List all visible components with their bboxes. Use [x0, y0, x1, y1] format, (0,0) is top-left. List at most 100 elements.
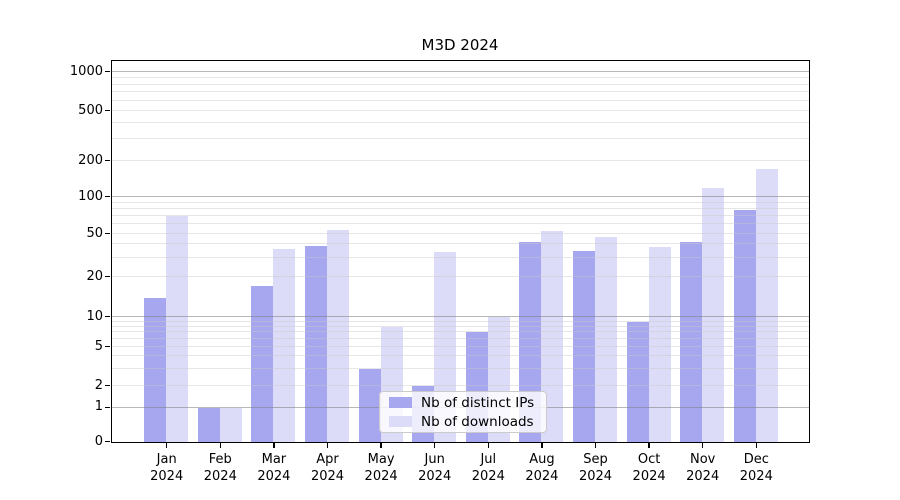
xtick-mark-jun [434, 443, 436, 448]
ytick-label-10: 10 [86, 308, 103, 324]
minor-gridline-80 [111, 207, 809, 209]
minor-gridline-200 [111, 160, 809, 161]
bar-downloads-mar [273, 249, 296, 442]
bar-distinct-ips-apr [305, 245, 327, 442]
bar-distinct-ips-oct [626, 321, 649, 442]
minor-gridline-7 [111, 331, 809, 333]
ytick-label-2: 2 [94, 377, 103, 393]
ytick-mark-1000 [105, 71, 110, 73]
bar-downloads-dec [755, 169, 778, 442]
xtick-mark-jan [166, 443, 168, 448]
minor-gridline-9 [111, 320, 809, 322]
xtick-mark-oct [648, 443, 650, 448]
xtick-label-jul: Jul 2024 [471, 452, 505, 484]
xtick-label-sep: Sep 2024 [578, 452, 613, 484]
minor-gridline-2 [111, 385, 809, 386]
legend-swatch-distinct-ips [389, 397, 412, 408]
ytick-mark-0 [105, 441, 110, 443]
legend-swatch-downloads [389, 416, 412, 427]
ytick-mark-20 [105, 276, 110, 278]
bar-downloads-aug [541, 230, 564, 442]
bar-distinct-ips-sep [573, 250, 595, 442]
minor-gridline-4 [111, 355, 809, 357]
ytick-label-500: 500 [78, 102, 103, 118]
minor-gridline-8 [111, 325, 809, 327]
ytick-label-0: 0 [94, 433, 103, 449]
ytick-label-20: 20 [86, 268, 103, 284]
minor-gridline-5 [111, 346, 809, 347]
major-gridline-10 [111, 316, 809, 317]
xtick-label-oct: Oct 2024 [632, 452, 666, 484]
bar-downloads-nov [702, 187, 725, 442]
xtick-label-nov: Nov 2024 [686, 452, 720, 484]
ytick-label-5: 5 [94, 338, 103, 354]
bar-distinct-ips-mar [251, 286, 274, 442]
xtick-label-aug: Aug 2024 [525, 452, 559, 484]
xtick-label-jun: Jun 2024 [418, 452, 452, 484]
major-gridline-1000 [111, 71, 809, 72]
ytick-mark-2 [105, 385, 110, 387]
xtick-mark-aug [541, 443, 543, 448]
minor-gridline-60 [111, 223, 809, 225]
minor-gridline-30 [111, 256, 809, 258]
bar-downloads-sep [595, 236, 617, 442]
xtick-mark-dec [755, 443, 757, 448]
minor-gridline-800 [111, 83, 809, 85]
bar-distinct-ips-jan [144, 297, 167, 442]
minor-gridline-70 [111, 215, 809, 217]
bar-distinct-ips-dec [733, 210, 756, 442]
legend-item-downloads: Nb of downloads [389, 414, 537, 430]
plot-area [110, 59, 810, 443]
xtick-mark-jul [487, 443, 489, 448]
ytick-mark-10 [105, 316, 110, 318]
xtick-mark-mar [273, 443, 275, 448]
xtick-label-apr: Apr 2024 [310, 452, 345, 484]
xtick-mark-nov [702, 443, 704, 448]
minor-gridline-400 [111, 122, 809, 124]
ytick-label-1: 1 [94, 399, 103, 414]
ytick-label-50: 50 [86, 225, 103, 241]
xtick-label-feb: Feb 2024 [203, 452, 237, 484]
xtick-label-dec: Dec 2024 [739, 452, 773, 484]
ytick-label-200: 200 [78, 152, 103, 168]
legend-label-distinct-ips: Nb of distinct IPs [421, 394, 535, 411]
minor-gridline-900 [111, 76, 809, 78]
minor-gridline-3 [111, 367, 809, 369]
minor-gridline-20 [111, 276, 809, 277]
minor-gridline-300 [111, 137, 809, 139]
ytick-mark-100 [105, 196, 110, 198]
minor-gridline-500 [111, 110, 809, 111]
ytick-label-100: 100 [78, 188, 103, 204]
bar-distinct-ips-may [358, 368, 381, 442]
legend: Nb of distinct IPs Nb of downloads [379, 391, 547, 433]
ytick-mark-5 [105, 346, 110, 348]
legend-item-distinct-ips: Nb of distinct IPs [389, 395, 537, 411]
bar-downloads-apr [327, 229, 349, 442]
xtick-label-mar: Mar 2024 [257, 452, 291, 484]
xtick-mark-apr [326, 443, 329, 448]
ytick-mark-1 [105, 406, 110, 408]
major-gridline-100 [111, 196, 809, 197]
bar-downloads-jan [166, 216, 189, 442]
minor-gridline-50 [111, 233, 809, 234]
xtick-mark-may [380, 443, 382, 448]
bar-downloads-feb [219, 407, 242, 442]
bar-downloads-oct [648, 246, 671, 442]
minor-gridline-90 [111, 201, 809, 203]
bar-distinct-ips-feb [197, 407, 220, 442]
minor-gridline-6 [111, 338, 809, 340]
minor-gridline-40 [111, 243, 809, 245]
chart-title: M3D 2024 [421, 36, 499, 54]
ytick-mark-200 [105, 160, 110, 162]
minor-gridline-600 [111, 99, 809, 101]
ytick-label-1000: 1000 [69, 63, 103, 79]
xtick-label-jan: Jan 2024 [150, 452, 184, 484]
ytick-mark-50 [105, 233, 110, 235]
xtick-label-may: May 2024 [364, 452, 398, 484]
minor-gridline-700 [111, 91, 809, 93]
legend-label-downloads: Nb of downloads [421, 413, 534, 430]
xtick-mark-feb [219, 443, 221, 448]
bar-distinct-ips-nov [680, 242, 703, 442]
ytick-mark-500 [105, 110, 110, 112]
